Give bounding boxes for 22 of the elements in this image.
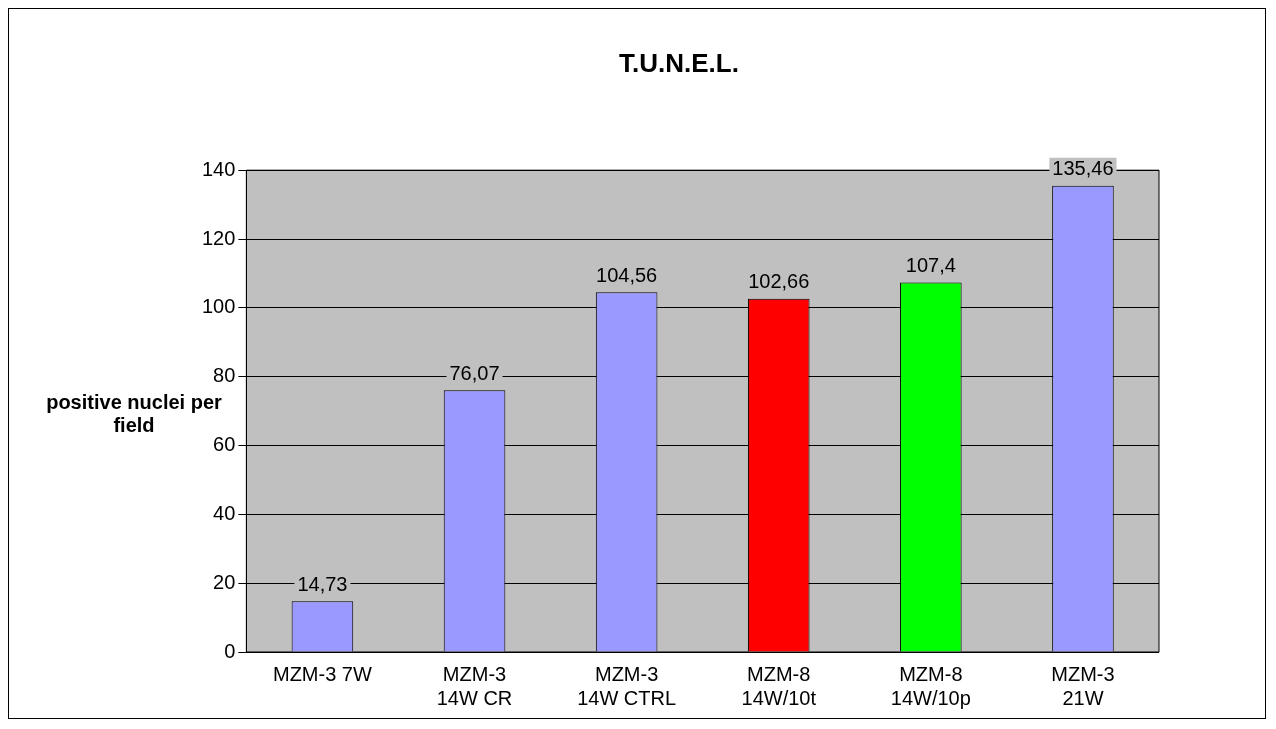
x-tick-label: MZM-8 14W/10p <box>890 662 971 709</box>
data-label: 104,56 <box>596 263 658 286</box>
y-tick-label: 100 <box>201 295 236 318</box>
y-axis-title: positive nuclei per field <box>46 390 222 436</box>
y-tick-label: 0 <box>224 639 236 662</box>
chart-title: T.U.N.E.L. <box>619 47 739 78</box>
data-label: 135,46 <box>1052 157 1114 180</box>
x-tick-label: MZM-3 14W CR <box>436 662 513 709</box>
y-tick-label: 40 <box>213 501 236 524</box>
x-tick-label: MZM-3 14W CTRL <box>577 662 677 709</box>
y-tick-label: 120 <box>201 226 236 249</box>
x-tick-label: MZM-3 21W <box>1051 662 1115 709</box>
data-label: 14,73 <box>297 572 348 595</box>
y-tick-label: 80 <box>213 364 236 387</box>
data-label: 107,4 <box>905 253 956 276</box>
x-tick-label: MZM-3 7W <box>272 662 372 685</box>
y-tick-label: 140 <box>201 157 236 180</box>
data-label: 76,07 <box>449 361 500 384</box>
x-tick-label: MZM-8 14W/10t <box>741 662 817 709</box>
y-tick-label: 20 <box>213 570 236 593</box>
data-label: 102,66 <box>748 270 810 293</box>
y-tick-label: 60 <box>213 433 236 456</box>
